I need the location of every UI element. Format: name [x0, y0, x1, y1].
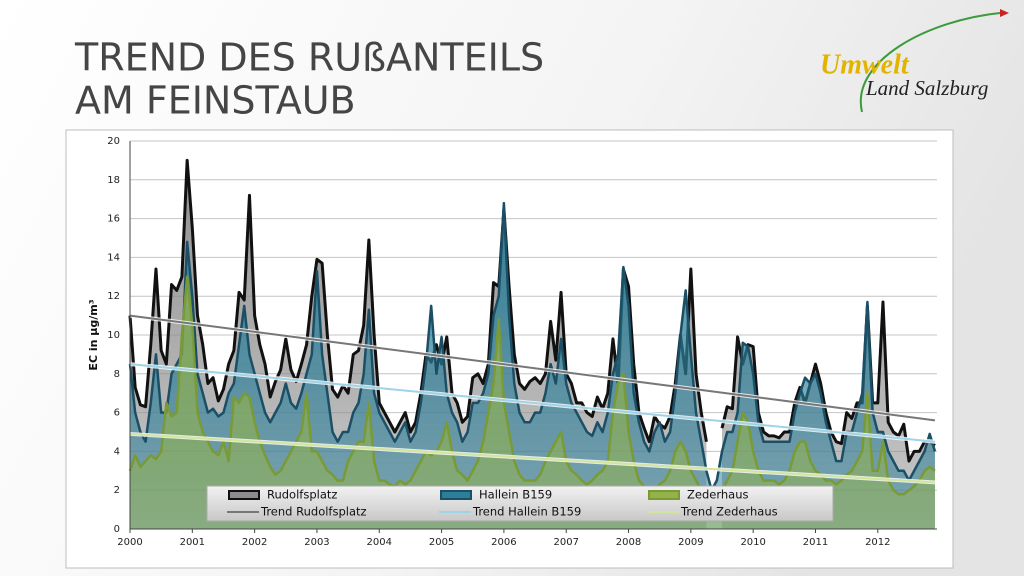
- x-tick-label: 2006: [491, 537, 516, 548]
- logo-text: Land Salzburg: [865, 76, 988, 100]
- x-tick-label: 2004: [367, 537, 392, 548]
- trend-line: [129, 432, 936, 484]
- y-tick-label: 20: [107, 136, 120, 147]
- y-tick-label: 18: [107, 175, 120, 186]
- area-line: [128, 275, 936, 515]
- logo-arc: [859, 12, 1001, 113]
- logo-arrow: [1000, 9, 1009, 17]
- x-tick-label: 2008: [616, 537, 641, 548]
- logo: Umwelt Land Salzburg: [820, 9, 1009, 113]
- y-axis-label: EC in µg/m³: [87, 299, 100, 370]
- y-tick-label: 4: [114, 446, 120, 457]
- legend-swatch: [228, 490, 260, 500]
- trend-line: [129, 314, 936, 422]
- legend-label: Trend Zederhaus: [680, 505, 778, 519]
- x-tick-label: 2012: [865, 537, 890, 548]
- slide-title: TREND DES RUßANTEILS: [74, 36, 544, 80]
- legend-label: Trend Hallein B159: [472, 505, 581, 519]
- y-tick-label: 2: [114, 485, 120, 496]
- y-tick-label: 12: [107, 291, 120, 302]
- x-tick-label: 2001: [180, 537, 205, 548]
- x-tick-label: 2011: [803, 537, 828, 548]
- legend-label: Zederhaus: [687, 488, 748, 502]
- plot: 0 2 4 6 8 10 12 14 16 18 20 2000 2001 2002 2003 2004 200…: [87, 136, 937, 548]
- x-tick-label: 2002: [242, 537, 267, 548]
- y-tick-label: 16: [107, 214, 120, 225]
- area-line: [128, 158, 936, 463]
- legend-swatch: [648, 490, 680, 500]
- y-tick-label: 10: [107, 330, 120, 341]
- y-tick-label: 6: [114, 408, 120, 419]
- x-tick-label: 2005: [429, 537, 454, 548]
- y-tick-label: 8: [114, 369, 120, 380]
- trend-line: [129, 363, 936, 443]
- x-tick-label: 2007: [553, 537, 578, 548]
- legend-label: Hallein B159: [479, 488, 552, 502]
- y-tick-label: 14: [107, 252, 120, 263]
- legend-label: Trend Rudolfsplatz: [260, 505, 367, 519]
- x-tick-label: 2003: [304, 537, 329, 548]
- x-tick-label: 2010: [740, 537, 765, 548]
- logo-text: Umwelt: [820, 49, 910, 80]
- legend-box: [206, 485, 834, 522]
- x-tick-label: 2000: [117, 537, 142, 548]
- area-line: [128, 201, 937, 492]
- legend: Rudolfsplatz Hallein B159 Zederhaus Trend R…: [206, 485, 834, 522]
- legend-swatch: [440, 490, 472, 500]
- y-tick-label: 0: [114, 524, 120, 535]
- legend-label: Rudolfsplatz: [267, 488, 337, 502]
- slide-title: AM FEINSTAUB: [75, 79, 356, 123]
- x-tick-label: 2009: [678, 537, 703, 548]
